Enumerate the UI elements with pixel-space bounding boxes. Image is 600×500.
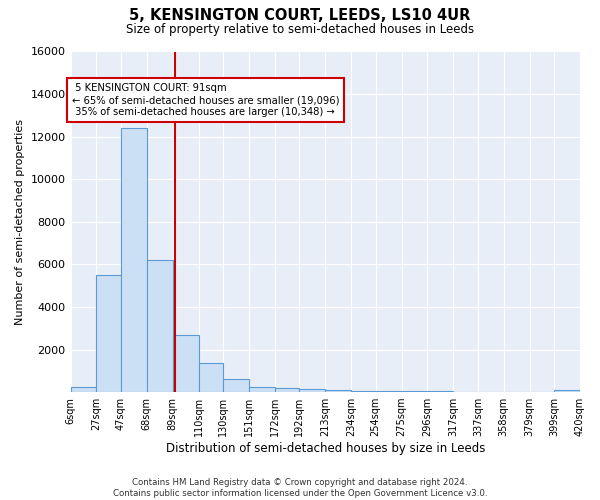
Y-axis label: Number of semi-detached properties: Number of semi-detached properties [15, 119, 25, 325]
Bar [121, 128, 147, 392]
Bar [97, 275, 121, 392]
Bar [249, 387, 275, 392]
Text: Contains HM Land Registry data © Crown copyright and database right 2024.
Contai: Contains HM Land Registry data © Crown c… [113, 478, 487, 498]
X-axis label: Distribution of semi-detached houses by size in Leeds: Distribution of semi-detached houses by … [166, 442, 485, 455]
Text: Size of property relative to semi-detached houses in Leeds: Size of property relative to semi-detach… [126, 22, 474, 36]
Bar [223, 380, 249, 392]
Text: 5, KENSINGTON COURT, LEEDS, LS10 4UR: 5, KENSINGTON COURT, LEEDS, LS10 4UR [130, 8, 470, 22]
Bar [299, 390, 325, 392]
Bar [199, 362, 223, 392]
Bar [376, 391, 401, 392]
Bar [351, 391, 376, 392]
Bar [71, 387, 97, 392]
Bar [554, 390, 580, 392]
Bar [173, 334, 199, 392]
Bar [401, 391, 427, 392]
Bar [147, 260, 173, 392]
Text: 5 KENSINGTON COURT: 91sqm
← 65% of semi-detached houses are smaller (19,096)
 35: 5 KENSINGTON COURT: 91sqm ← 65% of semi-… [72, 84, 339, 116]
Bar [325, 390, 351, 392]
Bar [275, 388, 299, 392]
